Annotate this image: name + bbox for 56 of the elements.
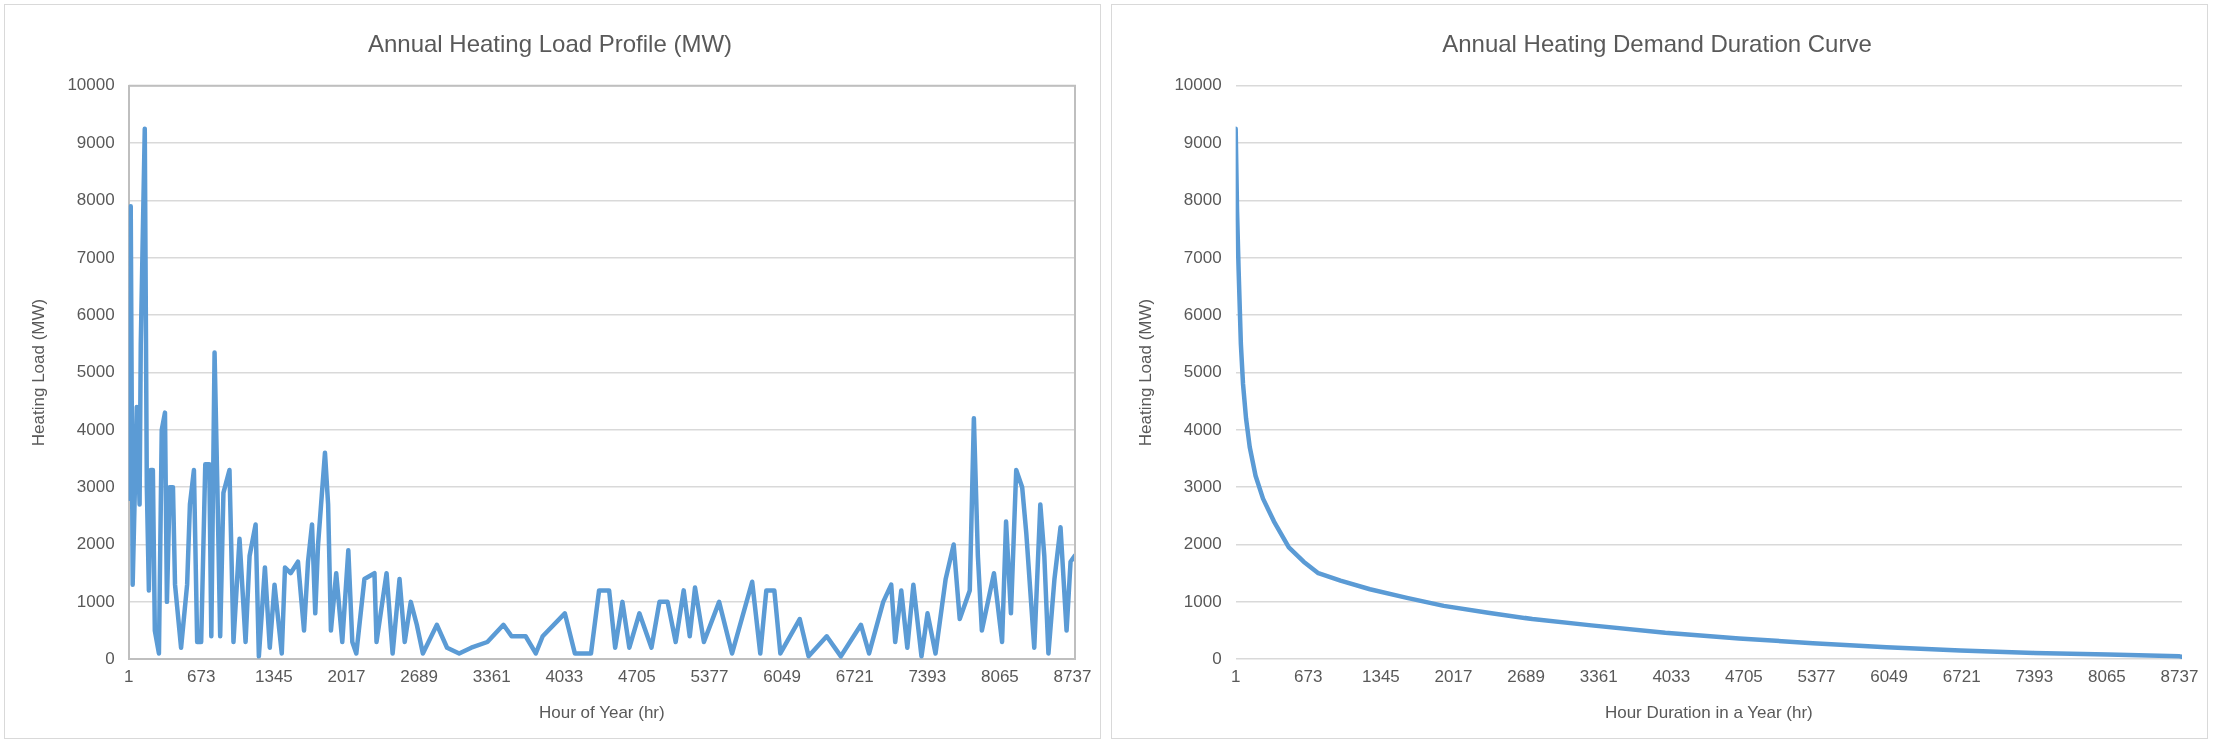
x-tick-label: 4705 [1724, 667, 1763, 687]
y-axis-title: Heating Load (MW) [1135, 298, 1155, 447]
x-tick-label: 8737 [2160, 667, 2199, 687]
y-tick-label: 5000 [1183, 362, 1222, 382]
y-tick-label: 5000 [76, 362, 115, 382]
x-tick-label: 8065 [2088, 667, 2126, 687]
x-tick-label: 6049 [1870, 667, 1909, 687]
y-tick-label: 10000 [1174, 75, 1222, 95]
y-tick-label: 3000 [76, 476, 115, 496]
y-tick-label: 6000 [76, 304, 115, 324]
x-tick-label: 4033 [1652, 667, 1691, 687]
chart-title: Annual Heating Demand Duration Curve [1442, 30, 1872, 58]
x-tick-label: 7393 [2015, 667, 2054, 687]
y-tick-label: 9000 [1183, 132, 1222, 152]
x-axis-title: Hour of Year (hr) [538, 703, 665, 723]
x-tick-label: 1345 [1361, 667, 1400, 687]
x-tick-label: 6721 [835, 667, 874, 687]
y-tick-label: 4000 [1183, 419, 1222, 439]
x-tick-label: 7393 [908, 667, 947, 687]
x-tick-label: 2689 [1507, 667, 1545, 687]
x-tick-label: 2689 [400, 667, 438, 687]
y-tick-label: 8000 [76, 190, 115, 210]
y-tick-label: 1000 [1183, 591, 1222, 611]
x-tick-label: 3361 [1579, 667, 1618, 687]
x-tick-label: 8737 [1053, 667, 1092, 687]
x-tick-label: 5377 [690, 667, 729, 687]
y-tick-label: 7000 [1183, 247, 1222, 267]
x-tick-label: 3361 [472, 667, 511, 687]
x-tick-label: 6049 [763, 667, 802, 687]
x-tick-label: 2017 [327, 667, 366, 687]
y-tick-label: 9000 [76, 132, 115, 152]
x-tick-label: 6721 [1942, 667, 1981, 687]
y-tick-label: 7000 [76, 247, 115, 267]
x-tick-label: 5377 [1797, 667, 1836, 687]
y-tick-label: 1000 [76, 591, 115, 611]
x-tick-label: 4033 [545, 667, 584, 687]
y-tick-label: 6000 [1183, 304, 1222, 324]
x-tick-label: 1 [123, 667, 134, 687]
x-tick-label: 1345 [254, 667, 293, 687]
y-tick-label: 10000 [67, 75, 115, 95]
x-tick-label: 4705 [617, 667, 656, 687]
x-tick-label: 1 [1230, 667, 1241, 687]
y-tick-label: 4000 [76, 419, 115, 439]
y-axis-title: Heating Load (MW) [28, 298, 48, 447]
x-tick-label: 2017 [1434, 667, 1473, 687]
y-tick-label: 0 [1212, 648, 1222, 668]
y-tick-label: 0 [105, 648, 115, 668]
chart-title: Annual Heating Load Profile (MW) [367, 30, 733, 58]
y-tick-label: 8000 [1183, 190, 1222, 210]
x-tick-label: 8065 [981, 667, 1019, 687]
y-tick-label: 3000 [1183, 476, 1222, 496]
x-tick-label: 673 [1294, 667, 1323, 687]
x-axis-title: Hour Duration in a Year (hr) [1604, 703, 1813, 723]
y-tick-label: 2000 [1183, 534, 1222, 554]
y-tick-label: 2000 [76, 534, 115, 554]
x-tick-label: 673 [187, 667, 216, 687]
